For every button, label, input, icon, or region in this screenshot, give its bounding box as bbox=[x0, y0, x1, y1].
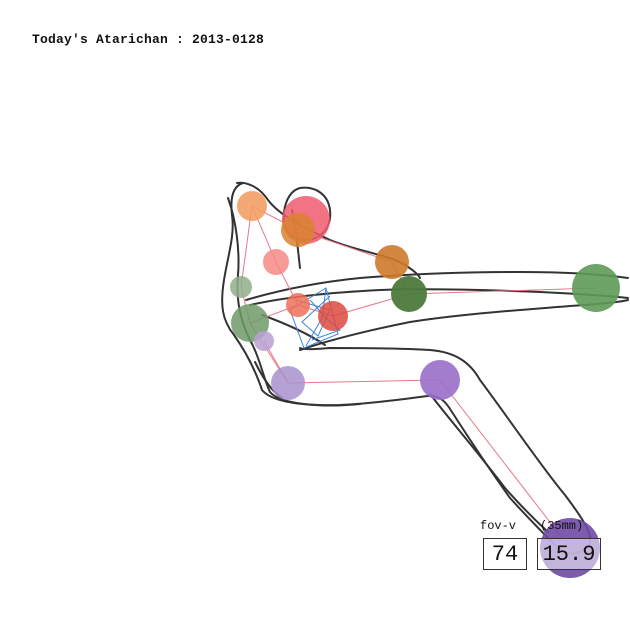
bone-line bbox=[287, 379, 441, 384]
outline-stroke bbox=[299, 299, 629, 351]
joint-marker bbox=[254, 331, 274, 351]
mesh-line bbox=[289, 287, 339, 349]
outline-stroke bbox=[245, 271, 629, 301]
joint-marker bbox=[237, 191, 267, 221]
fov-vertical-value: 74 bbox=[491, 541, 519, 567]
joint-marker bbox=[375, 245, 409, 279]
joint-marker bbox=[420, 360, 460, 400]
joint-marker bbox=[271, 366, 305, 400]
joint-marker bbox=[281, 213, 315, 247]
outline-stroke bbox=[429, 393, 549, 533]
joint-marker bbox=[572, 264, 620, 312]
joint-marker bbox=[286, 293, 310, 317]
outline-stroke bbox=[261, 314, 326, 346]
fov-unit-label: (35mm) bbox=[540, 519, 584, 533]
joint-marker bbox=[318, 301, 348, 331]
joint-marker bbox=[263, 249, 289, 275]
fov-label: fov-v bbox=[480, 519, 517, 533]
mesh-line bbox=[295, 295, 331, 337]
bone-line bbox=[408, 287, 597, 295]
outline-stroke bbox=[236, 181, 421, 279]
bone-line bbox=[439, 379, 571, 549]
fov-vertical-field[interactable]: 74 bbox=[483, 538, 527, 570]
fov-mm-value: 15.9 bbox=[542, 541, 596, 567]
joint-marker bbox=[391, 276, 427, 312]
page-title: Today's Atarichan : 2013-0128 bbox=[32, 32, 265, 47]
outline-sketch bbox=[221, 181, 629, 555]
fov-mm-field[interactable]: 15.9 bbox=[537, 538, 601, 570]
outline-stroke bbox=[221, 182, 592, 555]
joint-marker bbox=[230, 276, 252, 298]
